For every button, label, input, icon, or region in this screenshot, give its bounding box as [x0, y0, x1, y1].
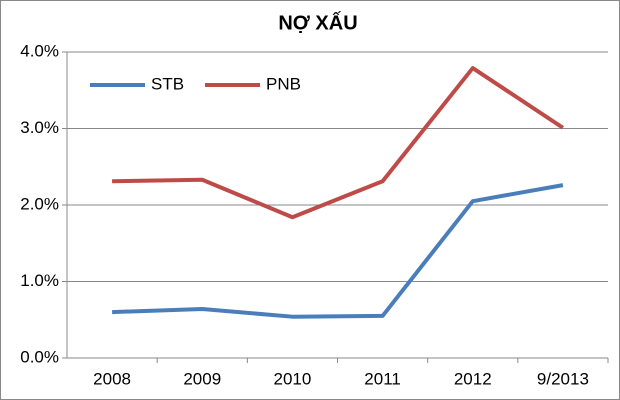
x-tick-label: 2010 — [274, 369, 312, 388]
y-tick-label: 0.0% — [20, 347, 59, 366]
y-tick-label: 1.0% — [20, 271, 59, 290]
x-tick-label: 2008 — [93, 369, 131, 388]
legend-label: PNB — [266, 74, 301, 93]
series-line — [112, 183, 564, 319]
x-tick-label: 2009 — [183, 369, 221, 388]
y-tick-label: 4.0% — [20, 41, 59, 60]
x-tick-label: 9/2013 — [537, 369, 589, 388]
x-tick-label: 2012 — [454, 369, 492, 388]
y-tick-label: 2.0% — [20, 194, 59, 213]
series-line — [112, 66, 565, 220]
y-tick-label: 3.0% — [20, 118, 59, 137]
chart-title: NỢ XẤU — [278, 11, 357, 34]
x-tick-label: 2011 — [364, 369, 401, 388]
legend-label: STB — [151, 74, 184, 93]
